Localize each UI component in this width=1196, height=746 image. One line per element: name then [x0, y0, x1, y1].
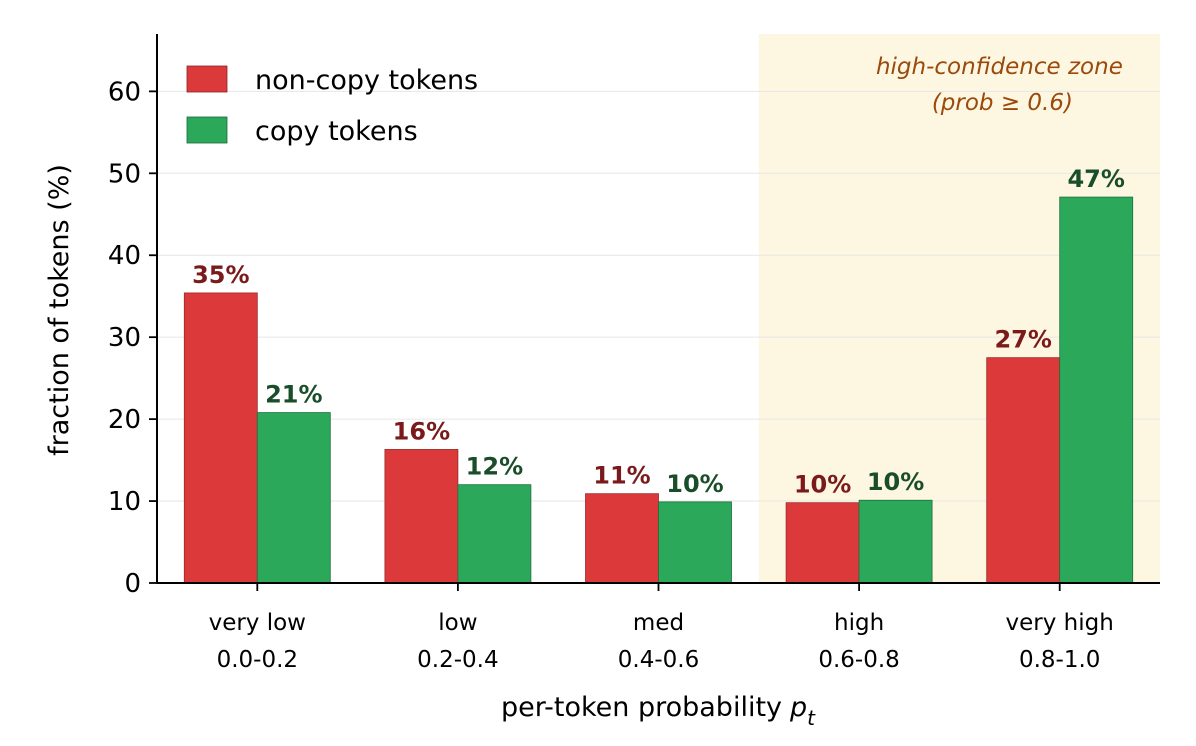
bars [183, 196, 1134, 584]
data-label-non-copy-2: 11% [593, 462, 650, 490]
bar-non-copy-1 [384, 449, 459, 584]
data-label-non-copy-0: 35% [192, 261, 249, 289]
x-axis-symbol: p [789, 692, 807, 723]
zone-title: high-confidence zone [876, 54, 1123, 80]
x-axis-title: per-token probability pt [501, 692, 816, 730]
x-tick-label: med [633, 610, 684, 636]
data-labels: 35% 16% 11% 10% 27% 21% 12% 10% 10% 47% [192, 165, 1125, 499]
data-label-copy-3: 10% [867, 468, 924, 496]
legend: non-copy tokens copy tokens [186, 65, 478, 147]
y-tick-label: 60 [108, 77, 141, 107]
data-label-copy-2: 10% [666, 470, 723, 498]
x-tick-label: low [438, 610, 477, 636]
legend-swatch-copy [186, 116, 228, 144]
data-label-copy-4: 47% [1067, 165, 1124, 193]
y-tick-label: 30 [108, 323, 141, 353]
legend-swatch-non-copy [186, 65, 228, 93]
x-axis-title-text: per-token probability [501, 692, 782, 723]
data-label-copy-1: 12% [466, 453, 523, 481]
x-axis-subscript: t [807, 706, 816, 730]
bar-copy-1 [457, 484, 532, 584]
legend-label-non-copy: non-copy tokens [255, 65, 478, 96]
y-tick-label: 40 [108, 241, 141, 271]
bar-copy-4 [1059, 196, 1134, 584]
legend-label-copy: copy tokens [255, 116, 418, 147]
y-tick-label: 50 [108, 159, 141, 189]
data-label-non-copy-4: 27% [994, 326, 1051, 354]
x-tick-range: 0.0-0.2 [217, 647, 298, 673]
bar-non-copy-0 [183, 292, 258, 584]
x-tick-label: very low [209, 610, 306, 636]
x-tick-range: 0.8-1.0 [1019, 647, 1100, 673]
bar-copy-2 [658, 501, 732, 584]
bar-non-copy-4 [986, 357, 1061, 584]
y-axis-title: fraction of tokens (%) [44, 164, 75, 456]
y-tick-label: 20 [108, 405, 141, 435]
x-tick-label: high [834, 610, 884, 636]
bar-copy-3 [858, 499, 933, 584]
data-label-non-copy-1: 16% [393, 417, 450, 445]
bar-non-copy-3 [785, 502, 860, 584]
x-tick-label: very high [1006, 610, 1114, 636]
data-label-copy-0: 21% [265, 381, 322, 409]
data-label-non-copy-3: 10% [794, 471, 851, 499]
y-tick-label: 0 [124, 569, 141, 599]
x-tick-range: 0.4-0.6 [618, 647, 699, 673]
bar-copy-0 [256, 412, 331, 584]
axes: 0 10 20 30 40 50 60 very low 0.0-0.2 low 0.2-0.4 me… [108, 34, 1160, 673]
x-tick-range: 0.2-0.4 [417, 647, 498, 673]
zone-subtitle: (prob ≥ 0.6) [932, 90, 1073, 116]
x-tick-range: 0.6-0.8 [818, 647, 899, 673]
bar-non-copy-2 [585, 493, 659, 584]
y-tick-label: 10 [108, 487, 141, 517]
